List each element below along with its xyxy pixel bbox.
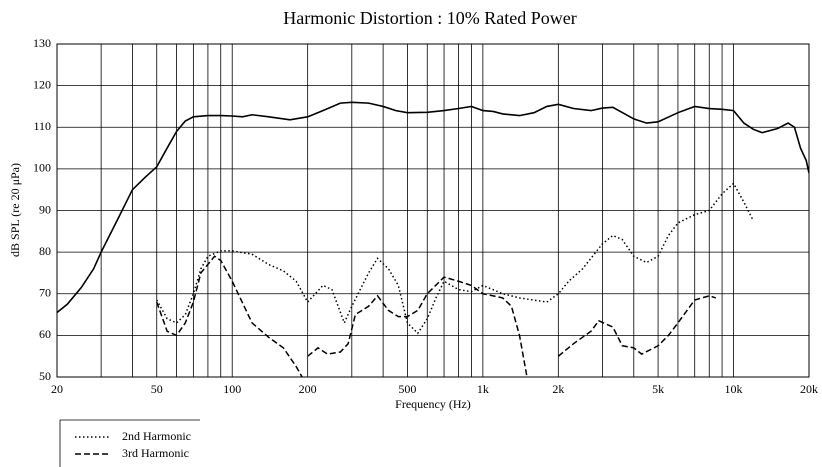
series-line xyxy=(57,101,809,314)
x-tick-label: 100 xyxy=(223,382,241,396)
legend-frame xyxy=(59,419,200,467)
y-tick-label: 100 xyxy=(33,161,51,175)
x-tick-label: 50 xyxy=(151,382,163,396)
series-line xyxy=(156,255,717,377)
x-tick-label: 20 xyxy=(51,382,63,396)
y-tick-label: 90 xyxy=(39,202,51,216)
y-tick-label: 80 xyxy=(39,244,51,258)
legend-label: 3rd Harmonic xyxy=(122,446,189,460)
y-axis-label: dB SPL (re 20 μPa) xyxy=(8,163,22,257)
x-tick-label: 5k xyxy=(652,382,664,396)
chart-title: Harmonic Distortion : 10% Rated Power xyxy=(283,8,576,28)
x-tick-label: 2k xyxy=(552,382,564,396)
y-tick-label: 120 xyxy=(33,77,51,91)
y-tick-label: 110 xyxy=(33,119,51,133)
y-tick-label: 130 xyxy=(33,36,51,50)
x-tick-label: 500 xyxy=(398,382,416,396)
y-tick-label: 50 xyxy=(39,369,51,383)
x-tick-label: 1k xyxy=(477,382,489,396)
series-line xyxy=(156,182,755,335)
y-tick-label: 60 xyxy=(39,327,51,341)
legend-label: 2nd Harmonic xyxy=(122,429,191,443)
x-axis-label: Frequency (Hz) xyxy=(395,397,471,411)
x-tick-label: 10k xyxy=(725,382,743,396)
x-tick-label: 20k xyxy=(800,382,818,396)
y-tick-label: 70 xyxy=(39,286,51,300)
x-tick-label: 200 xyxy=(299,382,317,396)
